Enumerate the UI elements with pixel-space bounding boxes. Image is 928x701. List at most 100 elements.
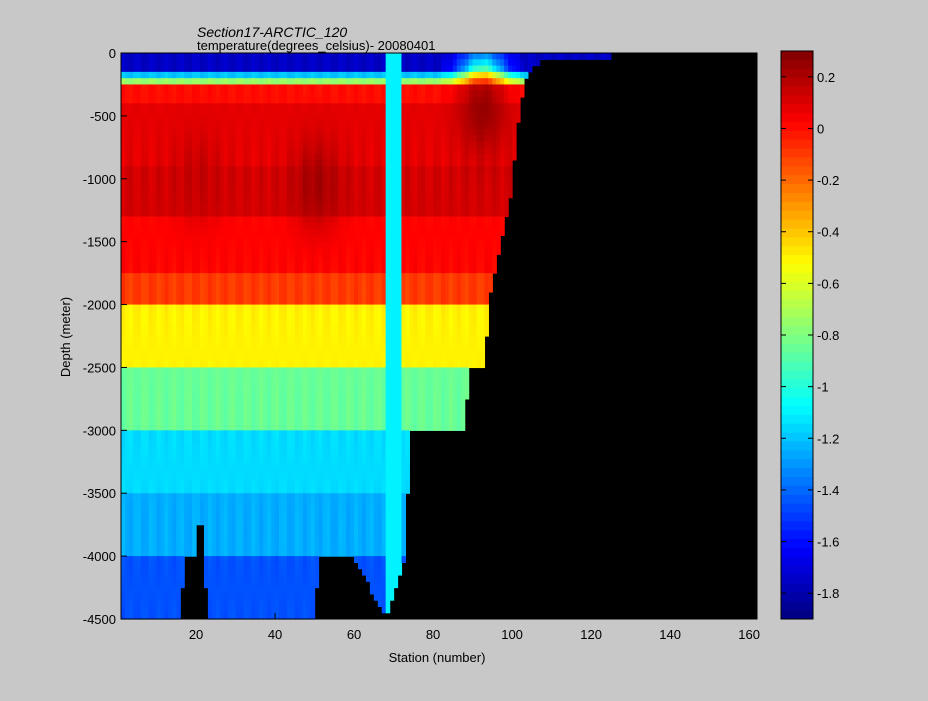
heatmap-cell	[235, 134, 241, 142]
heatmap-cell	[290, 235, 296, 243]
heatmap-cell	[275, 229, 280, 236]
heatmap-cell	[310, 78, 316, 86]
heatmap-cell	[132, 147, 138, 155]
heatmap-cell	[330, 455, 335, 463]
heatmap-cell	[176, 455, 181, 463]
heatmap-cell	[290, 241, 296, 249]
heatmap-cell	[160, 336, 166, 343]
heatmap-cell	[338, 84, 343, 92]
heatmap-cell	[200, 380, 205, 387]
heatmap-cell	[207, 291, 213, 299]
heatmap-cell	[342, 166, 347, 174]
heatmap-cell	[132, 247, 138, 255]
heatmap-cell	[132, 310, 138, 318]
heatmap-cell	[172, 361, 177, 369]
heatmap-cell	[152, 468, 158, 475]
heatmap-cell	[128, 549, 134, 557]
heatmap-cell	[192, 480, 197, 488]
heatmap-cell	[251, 310, 256, 318]
heatmap-cell	[302, 122, 308, 130]
heatmap-cell	[203, 537, 209, 545]
heatmap-cell	[172, 398, 177, 406]
heatmap-cell	[259, 499, 264, 507]
heatmap-cell	[247, 59, 252, 67]
heatmap-cell	[192, 493, 197, 501]
heatmap-cell	[322, 197, 328, 205]
heatmap-cell	[259, 159, 264, 167]
heatmap-cell	[314, 254, 320, 262]
heatmap-cell	[338, 317, 343, 325]
heatmap-cell	[128, 461, 134, 469]
heatmap-cell	[148, 115, 154, 123]
heatmap-cell	[148, 549, 154, 557]
heatmap-cell	[342, 493, 347, 501]
heatmap-cell	[180, 134, 185, 142]
heatmap-cell	[235, 493, 241, 501]
heatmap-cell	[282, 178, 288, 186]
heatmap-cell	[231, 606, 237, 614]
heatmap-cell	[298, 486, 304, 494]
heatmap-cell	[215, 172, 221, 180]
heatmap-cell	[128, 562, 134, 570]
heatmap-cell	[306, 581, 312, 589]
heatmap-cell	[243, 210, 249, 218]
heatmap-cell	[132, 361, 138, 369]
heatmap-cell	[243, 285, 249, 293]
heatmap-cell	[215, 530, 221, 538]
heatmap-cell	[207, 373, 213, 381]
heatmap-cell	[223, 285, 229, 293]
heatmap-cell	[196, 103, 201, 111]
heatmap-cell	[338, 178, 343, 186]
heatmap-cell	[144, 461, 150, 469]
heatmap-cell	[207, 461, 213, 469]
heatmap-cell	[176, 417, 181, 425]
heatmap-cell	[279, 241, 284, 249]
heatmap-cell	[180, 159, 185, 167]
heatmap-cell	[124, 141, 130, 148]
heatmap-cell	[298, 455, 304, 463]
heatmap-cell	[275, 543, 280, 551]
heatmap-cell	[176, 291, 181, 299]
heatmap-cell	[132, 291, 138, 299]
heatmap-cell	[326, 486, 331, 494]
heatmap-cell	[338, 122, 343, 130]
heatmap-cell	[263, 254, 268, 262]
heatmap-cell	[322, 235, 328, 243]
heatmap-cell	[215, 537, 221, 545]
heatmap-cell	[302, 273, 308, 280]
heatmap-cell	[282, 587, 288, 595]
heatmap-cell	[203, 291, 209, 299]
heatmap-cell	[263, 141, 268, 148]
heatmap-cell	[310, 53, 316, 60]
heatmap-cell	[203, 317, 209, 325]
heatmap-cell	[160, 373, 166, 381]
heatmap-cell	[180, 103, 185, 111]
heatmap-cell	[286, 291, 292, 299]
heatmap-cell	[140, 310, 146, 318]
heatmap-cell	[223, 197, 229, 205]
heatmap-cell	[128, 411, 134, 419]
heatmap-cell	[286, 556, 292, 563]
heatmap-cell	[298, 78, 304, 86]
heatmap-cell	[267, 587, 272, 595]
heatmap-cell	[160, 71, 166, 79]
heatmap-cell	[207, 449, 213, 457]
heatmap-cell	[263, 53, 268, 60]
heatmap-cell	[227, 373, 233, 381]
heatmap-cell	[259, 486, 264, 494]
heatmap-cell	[239, 128, 245, 136]
heatmap-cell	[156, 380, 162, 387]
heatmap-cell	[121, 449, 126, 457]
heatmap-cell	[334, 518, 339, 526]
heatmap-cell	[255, 159, 260, 167]
heatmap-cell	[168, 411, 173, 419]
heatmap-cell	[192, 260, 197, 268]
heatmap-cell	[294, 166, 300, 174]
heatmap-cell	[144, 430, 150, 438]
heatmap-cell	[290, 468, 296, 475]
heatmap-cell	[310, 424, 316, 431]
heatmap-cell	[326, 59, 331, 67]
heatmap-cell	[342, 222, 347, 230]
heatmap-cell	[207, 323, 213, 331]
heatmap-cell	[128, 197, 134, 205]
